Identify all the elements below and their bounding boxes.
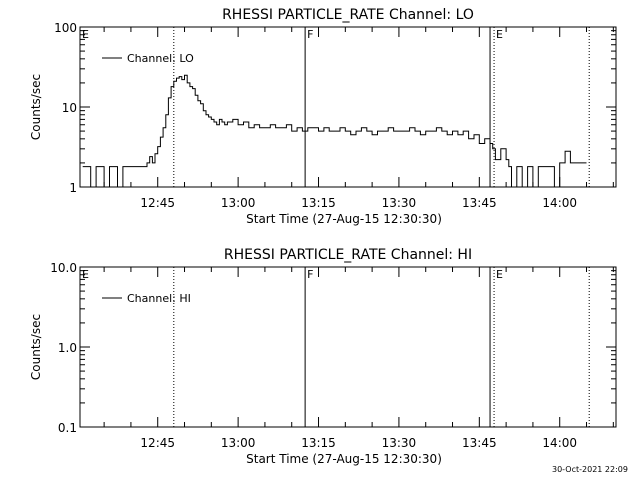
panel1-x-axis-label: Start Time (27-Aug-15 12:30:30) — [246, 212, 442, 226]
panel1-x-tick-label: 13:30 — [382, 196, 417, 210]
panel1-x-tick-label: 12:45 — [140, 196, 175, 210]
panel1-x-tick-label: 13:45 — [462, 196, 497, 210]
panel2-x-tick-label: 13:15 — [301, 436, 336, 450]
panel2-y-tick-label: 1.0 — [58, 341, 77, 355]
panel1-y-axis-label: Counts/sec — [29, 74, 43, 140]
panel1-chart-title: RHESSI PARTICLE_RATE Channel: LO — [222, 7, 474, 23]
panel1-x-tick-label: 14:00 — [542, 196, 577, 210]
panel1-series-line — [82, 74, 587, 188]
panel1-event-marker-label: E — [496, 28, 503, 41]
panel2-x-axis-label: Start Time (27-Aug-15 12:30:30) — [246, 452, 442, 466]
footer-timestamp: 30-Oct-2021 22:09 — [552, 465, 628, 474]
panel1-plot-frame — [79, 26, 617, 188]
panel2-event-marker-label: F — [307, 268, 313, 281]
panel2-legend-label: Channel: HI — [127, 292, 191, 305]
panel2-y-tick-label: 10.0 — [50, 261, 77, 275]
panel1-event-marker-label: E — [82, 28, 89, 41]
panel2-plot-frame — [79, 266, 617, 428]
panel1-x-tick-label: 13:15 — [301, 196, 336, 210]
panel1-x-tick-label: 13:00 — [221, 196, 256, 210]
panel1-event-marker-label: F — [307, 28, 313, 41]
panel2-x-tick-label: 13:00 — [221, 436, 256, 450]
panel2-x-tick-label: 12:45 — [140, 436, 175, 450]
panel2-y-tick-label: 0.1 — [58, 421, 77, 435]
panel1-y-tick-label: 1 — [69, 181, 77, 195]
panel2-x-tick-label: 14:00 — [542, 436, 577, 450]
panel2-x-tick-label: 13:30 — [382, 436, 417, 450]
panel2-chart-title: RHESSI PARTICLE_RATE Channel: HI — [224, 247, 472, 263]
panel1-legend-label: Channel: LO — [127, 52, 194, 65]
panel1-y-tick-label: 100 — [54, 21, 77, 35]
panel2-event-marker-label: E — [82, 268, 89, 281]
panel2-x-tick-label: 13:45 — [462, 436, 497, 450]
panel1-y-tick-label: 10 — [62, 101, 77, 115]
panel2-y-axis-label: Counts/sec — [29, 314, 43, 380]
panel2-event-marker-label: E — [496, 268, 503, 281]
